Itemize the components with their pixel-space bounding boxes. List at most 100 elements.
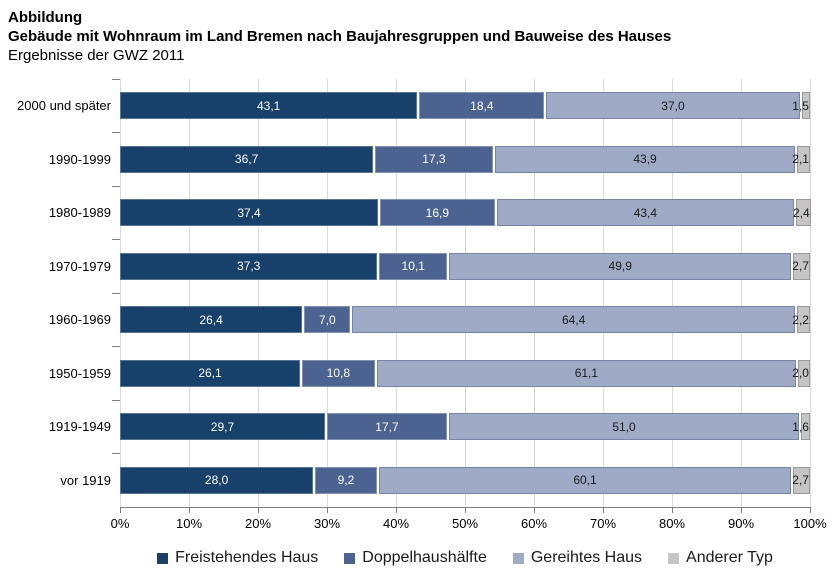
x-tick-label: 100% [793, 516, 827, 531]
bar-value-label: 1,5 [792, 98, 809, 113]
bar-value-label: 17,3 [422, 152, 446, 167]
x-tick-label: 50% [451, 516, 479, 531]
bar-segment-gereihtes-haus: 43,9 [492, 145, 796, 173]
stacked-bar: 37,3 10,1 49,9 2,7 [120, 252, 810, 280]
bar-segment-freistehendes-haus: 26,4 [120, 306, 303, 334]
bar-value-label: 9,2 [337, 473, 355, 488]
bar-value-label: 26,1 [198, 366, 222, 381]
legend-label: Gereihtes Haus [530, 549, 643, 566]
bar-segment-doppelhaushaelfte: 10,1 [377, 252, 448, 280]
bar-segment-doppelhaushaelfte: 9,2 [313, 466, 377, 494]
category-label: 1919-1949 [48, 419, 111, 435]
category-label: 2000 und später [17, 98, 111, 114]
bar-segment-anderer-typ: 2,1 [792, 145, 810, 173]
bar-value-label: 43,1 [257, 98, 281, 113]
stacked-bar: 36,7 17,3 43,9 2,1 [120, 145, 810, 173]
bar-value-label: 17,7 [375, 419, 399, 434]
bar-row-1919-1949: 1919-1949 29,7 17,7 51,0 1,6 [49, 399, 810, 454]
bar-value-label: 2,2 [792, 312, 809, 327]
x-tick-label: 20% [244, 516, 272, 531]
figure-label: Abbildung [8, 9, 83, 26]
bar-segment-gereihtes-haus: 61,1 [374, 359, 797, 387]
bar-value-label: 10,1 [401, 259, 425, 274]
bar-value-label: 43,9 [633, 152, 657, 167]
legend-swatch-icon [344, 552, 356, 564]
bar-segment-gereihtes-haus: 60,1 [376, 466, 792, 494]
bar-value-label: 16,9 [425, 205, 450, 220]
x-tick-label: 40% [382, 516, 410, 531]
bar-value-label: 60,1 [573, 473, 597, 488]
bar-value-label: 7,0 [318, 312, 336, 327]
bar-segment-freistehendes-haus: 37,4 [120, 199, 379, 227]
legend-item-doppelhaushaelfte: Doppelhaushälfte [344, 549, 487, 567]
bar-segment-anderer-typ: 2,7 [791, 252, 810, 280]
bar-row-1980-1989: 1980-1989 37,4 16,9 43,4 2,4 [49, 185, 811, 240]
bar-value-label: 18,4 [470, 98, 494, 113]
legend-item-anderer-typ: Anderer Typ [668, 549, 773, 567]
bar-segment-anderer-typ: 2,0 [792, 359, 810, 387]
x-tick-label: 30% [313, 516, 341, 531]
bar-segment-gereihtes-haus: 43,4 [494, 199, 795, 227]
category-label: 1950-1959 [48, 365, 111, 381]
legend-swatch-icon [668, 552, 680, 564]
x-tick-label: 80% [658, 516, 686, 531]
legend-label: Anderer Typ [686, 549, 773, 566]
bar-segment-freistehendes-haus: 29,7 [120, 413, 325, 441]
x-tick-label: 70% [589, 516, 617, 531]
bar-row-2000-und-spaeter: 2000 und später 43,1 18,4 37,0 1,5 [17, 78, 810, 133]
bar-segment-freistehendes-haus: 43,1 [120, 92, 418, 120]
bar-segment-gereihtes-haus: 64,4 [350, 306, 795, 334]
bar-segment-doppelhaushaelfte: 17,3 [373, 145, 493, 173]
bar-segment-doppelhaushaelfte: 17,7 [324, 413, 448, 441]
category-label: 1970-1979 [48, 258, 111, 274]
bar-value-label: 43,4 [633, 205, 658, 220]
stacked-bar: 26,1 10,8 61,1 2,0 [120, 359, 810, 387]
bar-value-label: 49,9 [608, 259, 632, 274]
stacked-bar: 29,7 17,7 51,0 1,6 [120, 413, 810, 441]
chart-legend: Freistehendes Haus Doppelhaushälfte Gere… [120, 549, 810, 567]
bar-segment-doppelhaushaelfte: 10,8 [300, 359, 375, 387]
bar-segment-gereihtes-haus: 37,0 [544, 92, 800, 120]
bar-value-label: 2,0 [792, 366, 809, 381]
bar-value-label: 61,1 [574, 366, 599, 381]
category-label: 1990-1999 [48, 151, 111, 167]
bar-row-1950-1959: 1950-1959 26,1 10,8 61,1 2,0 [49, 346, 810, 401]
stacked-bar: 28,0 9,2 60,1 2,7 [120, 466, 810, 494]
bar-value-label: 36,7 [234, 152, 259, 167]
bar-value-label: 10,8 [326, 366, 351, 381]
bar-row-1960-1969: 1960-1969 26,4 7,0 64,4 2,2 [49, 292, 810, 347]
bar-value-label: 2,7 [792, 259, 809, 274]
bar-segment-doppelhaushaelfte: 18,4 [417, 92, 545, 120]
bar-value-label: 2,7 [792, 473, 809, 488]
bar-value-label: 2,4 [792, 205, 810, 220]
x-axis-line [120, 507, 811, 513]
stacked-bar: 26,4 7,0 64,4 2,2 [120, 306, 810, 334]
bar-row-1990-1999: 1990-1999 36,7 17,3 43,9 2,1 [49, 132, 810, 187]
bar-segment-anderer-typ: 2,4 [792, 199, 811, 227]
legend-label: Freistehendes Haus [175, 549, 319, 566]
bar-value-label: 26,4 [199, 312, 223, 327]
bar-value-label: 1,6 [792, 419, 809, 434]
legend-swatch-icon [157, 552, 169, 564]
bar-row-vor-1919: vor 1919 28,0 9,2 60,1 2,7 [60, 453, 810, 508]
bar-value-label: 29,7 [210, 419, 235, 434]
x-axis-labels: 0% 10% 20% 30% 40% 50% 60% 70% 80% 90% 1… [111, 513, 827, 533]
x-tick-label: 0% [110, 516, 130, 531]
figure-header: Abbildung Gebäude mit Wohnraum im Land B… [0, 0, 840, 65]
bar-segment-anderer-typ: 2,2 [792, 306, 810, 334]
bar-segment-freistehendes-haus: 36,7 [120, 145, 374, 173]
category-label: 1960-1969 [48, 312, 111, 328]
category-label: vor 1919 [60, 472, 111, 488]
bar-segment-freistehendes-haus: 37,3 [120, 252, 378, 280]
stacked-bar: 37,4 16,9 43,4 2,4 [120, 199, 811, 227]
plot-area: 2000 und später 43,1 18,4 37,0 1,5 1990-… [17, 78, 811, 508]
figure-subtitle: Ergebnisse der GWZ 2011 [8, 47, 185, 64]
bar-segment-anderer-typ: 1,6 [792, 413, 810, 441]
bar-value-label: 51,0 [612, 419, 636, 434]
stacked-bar-chart: 2000 und später 43,1 18,4 37,0 1,5 1990-… [0, 78, 840, 567]
category-label: 1980-1989 [48, 205, 111, 221]
stacked-bar: 43,1 18,4 37,0 1,5 [120, 92, 810, 120]
x-tick-label: 10% [175, 516, 203, 531]
bar-segment-anderer-typ: 1,5 [792, 92, 810, 120]
bar-value-label: 64,4 [561, 312, 586, 327]
